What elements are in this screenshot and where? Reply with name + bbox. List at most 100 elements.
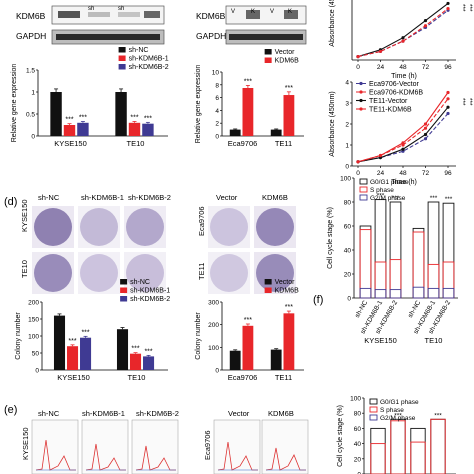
flow-row-label: KYSE150 — [21, 427, 30, 460]
blot-band — [229, 34, 303, 40]
blot-row-label: KDM6B — [16, 11, 46, 21]
y-tick-label: 0 — [215, 134, 219, 141]
legend-label: Vector — [275, 279, 296, 286]
x-tick-label: 96 — [444, 64, 452, 71]
significance-label: *** — [377, 193, 385, 200]
bar — [129, 353, 142, 370]
significance-label: *** — [466, 98, 473, 106]
y-tick-label: 40 — [354, 441, 362, 448]
significance-label: *** — [445, 196, 453, 203]
flow-column-header: sh-NC — [38, 409, 60, 418]
y-tick-label: 100 — [208, 345, 219, 352]
legend-label: sh-KDM6B-2 — [129, 64, 169, 71]
bar — [412, 286, 425, 299]
legend-swatch — [359, 194, 368, 201]
y-tick-label: 0 — [35, 368, 39, 375]
flow-column-header: KDM6B — [268, 409, 294, 418]
chart-cycle-oe: 0 20 40 60 80 100 Cell cycle stage (%) *** *** G0… — [337, 396, 456, 474]
legend-label: Eca9706-Vector — [369, 81, 419, 88]
bar — [370, 427, 386, 474]
chart-expr-sh: 0 0.5 1 1.5 Relative gene expression *** *** KY… — [11, 47, 169, 148]
data-point — [356, 160, 360, 164]
y-tick-label: 0 — [31, 134, 35, 141]
significance-label: *** — [392, 195, 400, 202]
significance-label: *** — [131, 346, 139, 353]
flow-histograms: sh-NC sh-KDM6B-1 sh-KDM6B-2 Vector KDM6B… — [21, 409, 309, 474]
significance-label: *** — [130, 114, 138, 121]
significance-label: *** — [79, 114, 87, 121]
blot-lane-label: sh — [88, 6, 94, 12]
x-tick-label: KYSE150 — [57, 373, 90, 382]
x-tick-label: TE10 — [127, 139, 145, 148]
blot-row-label: GAPDH — [196, 31, 226, 41]
legend-label: G2/M phase — [370, 195, 406, 202]
bar — [143, 356, 155, 370]
panel-label-f: (f) — [313, 294, 323, 306]
blot-lane-label: K — [288, 9, 292, 15]
bar — [427, 201, 440, 299]
y-tick-label: 0 — [345, 164, 349, 171]
bar — [77, 122, 89, 136]
significance-label: *** — [285, 85, 293, 92]
bar — [374, 199, 387, 299]
x-tick-label: 48 — [399, 64, 407, 71]
y-tick-label: 60 — [344, 224, 352, 231]
bar — [427, 287, 440, 299]
data-point — [401, 39, 405, 43]
legend-label: TE11-Vector — [369, 98, 408, 105]
legend-swatch — [118, 55, 126, 61]
bar — [242, 325, 254, 370]
western-blot-overexpression: KDM6B V K V K GAPDH — [196, 5, 307, 45]
bar — [359, 287, 372, 299]
bar — [389, 201, 402, 299]
significance-label: *** — [285, 304, 293, 311]
legend-marker — [359, 98, 363, 103]
legend-swatch — [118, 47, 126, 53]
significance-label: *** — [466, 4, 473, 12]
series-line — [357, 106, 449, 163]
x-tick-label: TE10 — [128, 373, 146, 382]
legend-marker — [359, 81, 363, 86]
legend-marker — [359, 90, 363, 94]
flow-histogram-panel — [131, 419, 179, 474]
bar — [229, 129, 241, 136]
y-tick-label: 300 — [208, 300, 219, 307]
blot-band — [56, 34, 160, 40]
colony-row-label: TE10 — [20, 260, 29, 278]
bar — [66, 346, 79, 370]
significance-label: *** — [144, 348, 152, 355]
flow-column-header: Vector — [228, 409, 250, 418]
blot-lane-label: K — [251, 9, 255, 15]
flow-column-header: sh-KDM6B-2 — [136, 409, 179, 418]
colony-row-label: TE11 — [197, 263, 206, 280]
x-tick-label: TE11 — [275, 373, 292, 382]
flow-row-label: Eca9706 — [203, 430, 212, 460]
legend-swatch — [264, 49, 272, 55]
legend-swatch — [369, 398, 378, 405]
x-tick-label: Eca9706 — [228, 139, 258, 148]
bar — [142, 123, 154, 136]
legend-label: G0/G1 phase — [380, 399, 419, 406]
y-tick-label: 6 — [215, 95, 219, 102]
legend-label: sh-KDM6B-1 — [129, 56, 169, 63]
chart-growth-bottom: 0 24 48 72 96 0 1 2 3 4 Time (h) Absorbance (450nm)… — [329, 80, 473, 187]
legend-label: sh-KDM6B-1 — [130, 288, 170, 295]
chart-expr-oe: 0 2 4 6 8 10 Relative gene expression *** Eca970… — [195, 49, 304, 148]
bar — [427, 263, 440, 299]
y-tick-label: 20 — [354, 456, 362, 463]
legend-marker — [359, 107, 363, 111]
blot-row-label: GAPDH — [16, 31, 46, 41]
blot-band — [144, 11, 160, 18]
data-point — [446, 111, 450, 116]
colony-plates-knockdown: sh-NC sh-KDM6B-1 sh-KDM6B-2 KYSE150 TE10 — [20, 193, 171, 294]
legend-swatch — [359, 186, 368, 193]
data-point — [423, 24, 428, 28]
legend-label: S phase — [380, 407, 404, 414]
y-tick-label: 80 — [344, 200, 352, 207]
bar — [63, 125, 76, 136]
bar — [442, 287, 455, 299]
data-point — [446, 6, 450, 11]
y-tick-label: 100 — [340, 176, 351, 183]
blot-band — [118, 12, 140, 17]
